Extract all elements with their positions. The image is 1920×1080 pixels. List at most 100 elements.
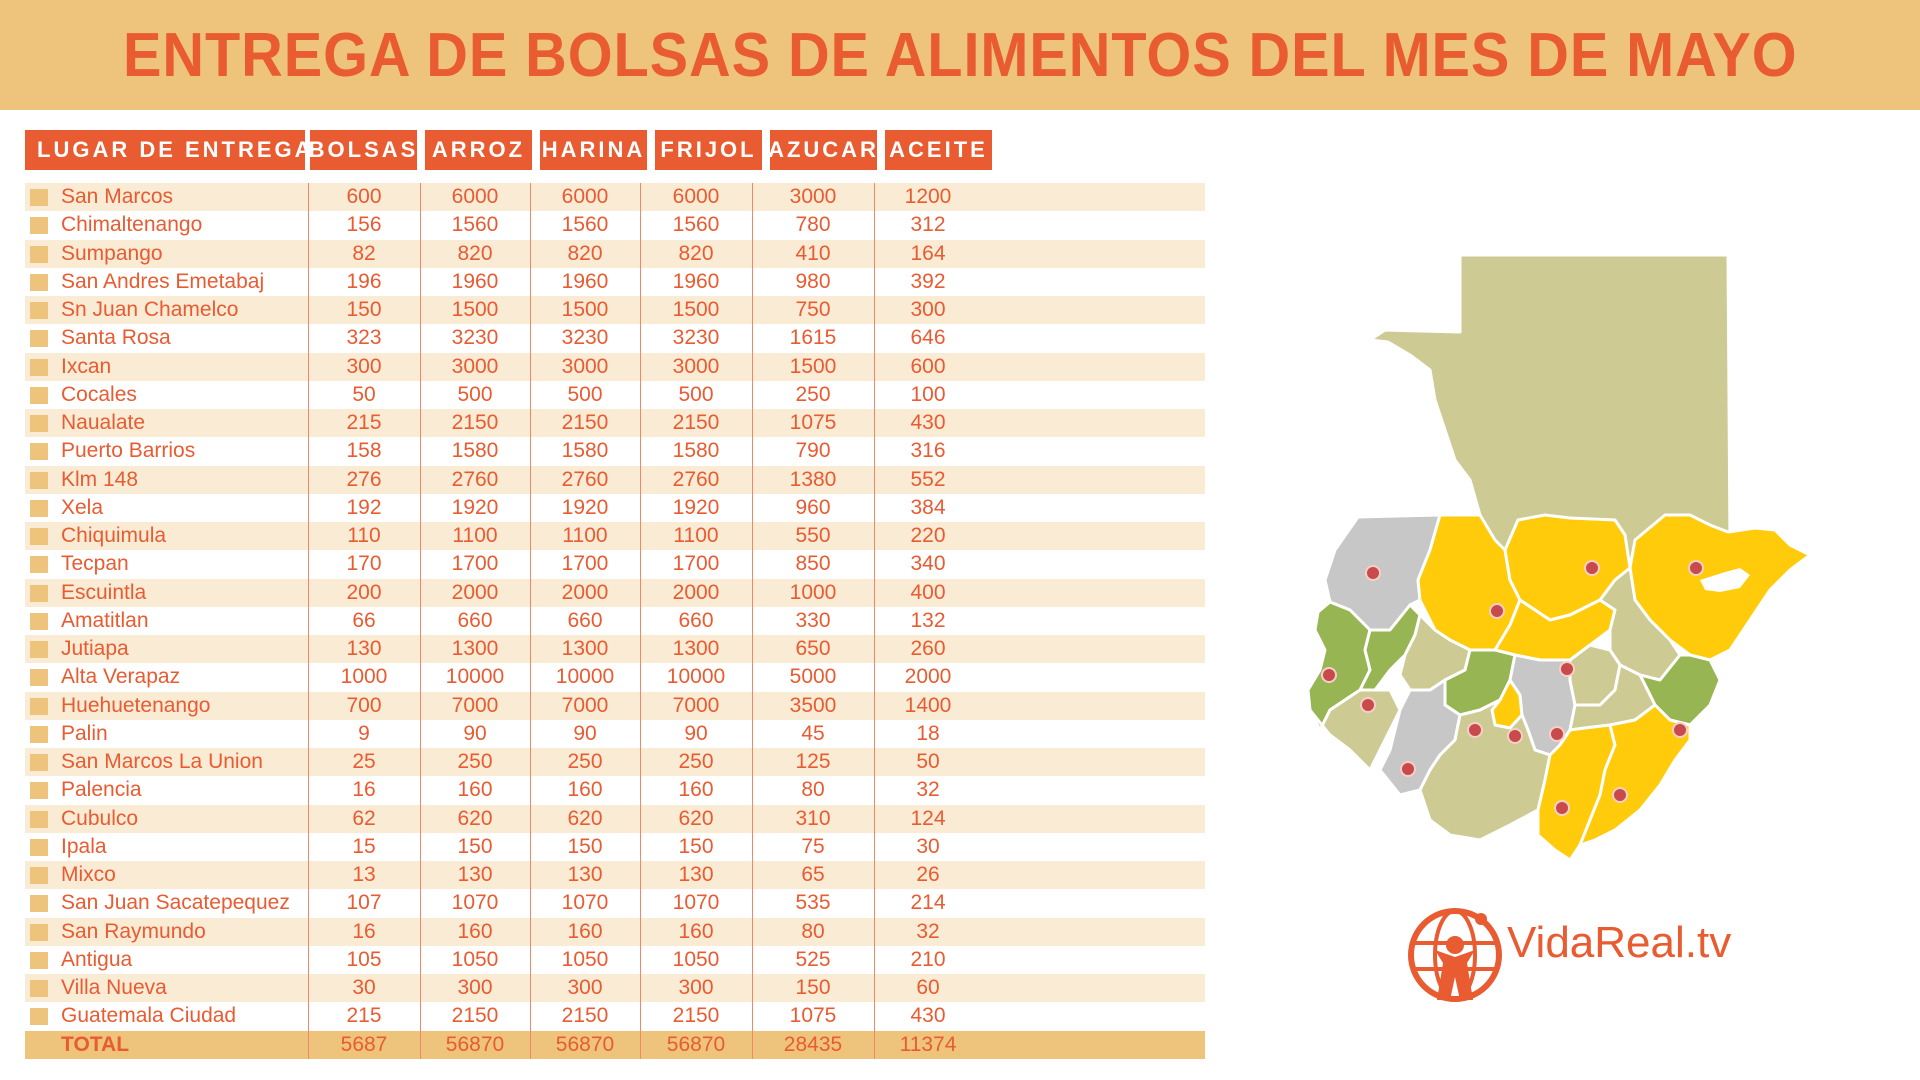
table-row: Guatemala Ciudad 215 2150 2150 2150 1075 430 <box>25 1002 1205 1031</box>
table-cell: 1070 <box>672 891 720 915</box>
table-cell: 980 <box>795 269 831 293</box>
table-cell: 32 <box>916 778 940 802</box>
table-cell: 500 <box>567 382 603 406</box>
table-cell: 1070 <box>451 891 499 915</box>
row-bullet <box>30 189 48 206</box>
table-cell: 300 <box>346 354 382 378</box>
map-marker <box>1554 800 1570 816</box>
table-row: Jutiapa 130 1300 1300 1300 650 260 <box>25 635 1205 664</box>
map-marker <box>1507 728 1523 744</box>
column-header: BOLSAS <box>309 130 417 170</box>
column-header: ACEITE <box>885 130 992 170</box>
table-cell: 196 <box>346 269 382 293</box>
region-quetzaltenango <box>1358 603 1422 692</box>
location-name: Sn Juan Chamelco <box>61 298 239 321</box>
location-name: Ixcan <box>61 354 112 378</box>
table-row: Ixcan 300 3000 3000 3000 1500 600 <box>25 352 1205 381</box>
table-cell: 700 <box>346 693 382 717</box>
table-cell: 430 <box>910 411 946 434</box>
table-cell: 62 <box>352 806 376 830</box>
table-cell: 160 <box>457 919 493 943</box>
lake-izabal <box>1700 568 1750 592</box>
table-cell: 1700 <box>672 552 720 576</box>
table-cell: 160 <box>567 919 603 943</box>
table-cell: 6000 <box>451 185 499 208</box>
table-cell: 1100 <box>673 524 719 547</box>
table-cell: 535 <box>795 891 831 915</box>
column-divider <box>752 183 753 1059</box>
map-svg <box>1306 253 1812 862</box>
table-row: Palin 9 90 90 90 45 18 <box>25 719 1205 748</box>
table-cell: 300 <box>910 298 946 321</box>
table-cell: 384 <box>910 495 946 519</box>
table-row: Mixco 13 130 130 130 65 26 <box>25 861 1205 890</box>
table-cell: 1075 <box>789 411 837 434</box>
table-cell: 1100 <box>452 524 498 547</box>
table-cell: 215 <box>346 1004 382 1028</box>
table-cell: 1700 <box>561 552 609 576</box>
table-cell: 3230 <box>672 326 720 350</box>
table-cell: 7000 <box>451 693 499 717</box>
location-name: Ipala <box>61 834 107 858</box>
map-markers <box>1321 560 1704 816</box>
table-cell: 100 <box>910 382 946 406</box>
table-cell: 82 <box>352 241 376 265</box>
table-body: San Marcos 600 6000 6000 6000 3000 1200 Chimalt… <box>25 183 1205 1059</box>
table-cell: 156 <box>346 213 382 237</box>
location-name: San Andres Emetabaj <box>61 269 265 293</box>
table-cell: 312 <box>910 213 946 237</box>
table-cell: 2760 <box>561 467 609 491</box>
table-cell: 150 <box>678 834 714 858</box>
table-cell: 2000 <box>451 580 499 604</box>
location-name: Escuintla <box>61 580 147 604</box>
table-row: Cubulco 62 620 620 620 310 124 <box>25 804 1205 833</box>
row-bullet <box>30 245 48 263</box>
table-cell: 300 <box>678 976 714 999</box>
vidareal-logo: VidaReal.tv <box>1405 900 1731 1010</box>
table-row: San Andres Emetabaj 196 1960 1960 1960 980 392 <box>25 267 1205 296</box>
table-cell: 1580 <box>672 439 720 463</box>
location-name: San Marcos La Union <box>61 750 263 773</box>
table-cell: 65 <box>801 863 825 886</box>
table-cell: 170 <box>346 552 382 576</box>
table-cell: 6000 <box>672 185 720 208</box>
table-cell: 124 <box>910 806 946 830</box>
table-cell: 790 <box>795 439 831 463</box>
table-cell: 110 <box>347 524 381 547</box>
table-row: Escuintla 200 2000 2000 2000 1000 400 <box>25 578 1205 607</box>
table-cell: 30 <box>916 834 940 858</box>
table-cell: 620 <box>457 806 493 830</box>
map-marker <box>1321 667 1337 683</box>
table-cell: 3000 <box>561 354 609 378</box>
map-marker <box>1559 661 1575 677</box>
table-cell: 780 <box>795 213 831 237</box>
table-cell: 1380 <box>789 467 837 491</box>
table-cell: 9 <box>358 721 370 745</box>
table-cell: 150 <box>567 834 603 858</box>
table-cell: 1300 <box>561 637 609 660</box>
row-bullet <box>30 1008 48 1026</box>
row-bullet <box>30 499 48 517</box>
table-row: Sumpango 82 820 820 820 410 164 <box>25 239 1205 268</box>
table-cell: 11374 <box>899 1032 957 1056</box>
table-cell: 323 <box>346 326 382 350</box>
table-cell: 3000 <box>672 354 720 378</box>
table-header-row: LUGAR DE ENTREGA BOLSAS ARROZ HARINA FRIJOL A… <box>25 130 1205 170</box>
table-cell: 3000 <box>451 354 499 378</box>
table-cell: 1500 <box>789 354 837 378</box>
row-bullet <box>30 895 48 913</box>
table-cell: 1500 <box>451 298 499 321</box>
table-cell: 1920 <box>451 495 499 519</box>
table-cell: 26 <box>916 863 940 886</box>
column-divider <box>640 183 641 1059</box>
row-bullet <box>30 697 48 715</box>
total-label: TOTAL <box>61 1032 130 1056</box>
table-cell: 650 <box>795 637 831 660</box>
table-cell: 130 <box>346 637 382 660</box>
row-bullet <box>30 217 48 235</box>
logo-text: VidaReal.tv <box>1507 918 1732 967</box>
globe-figure-icon <box>1408 908 1502 1002</box>
location-name: Tecpan <box>61 552 129 576</box>
table-cell: 1560 <box>672 213 720 237</box>
region-retalhuleu <box>1308 688 1402 772</box>
